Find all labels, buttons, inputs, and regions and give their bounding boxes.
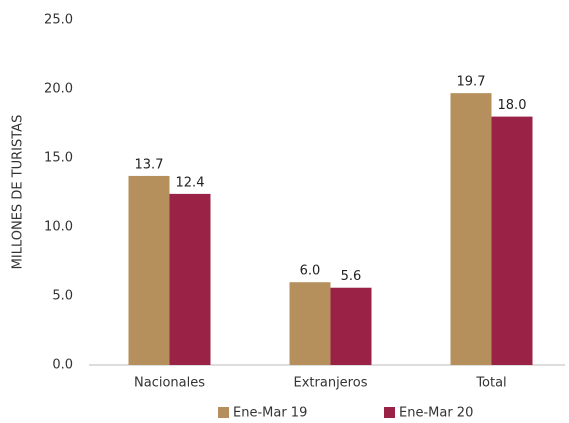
value-label: 19.7 bbox=[457, 75, 486, 90]
y-axis-label: MILLONES DE TURISTAS bbox=[11, 115, 26, 270]
value-label: 13.7 bbox=[135, 157, 164, 172]
value-label: 12.4 bbox=[176, 175, 205, 190]
y-tick-label: 10.0 bbox=[44, 220, 73, 235]
y-tick-label: 15.0 bbox=[44, 151, 73, 166]
value-label: 5.6 bbox=[341, 269, 362, 284]
legend-swatch bbox=[218, 407, 229, 418]
bar bbox=[450, 93, 492, 365]
value-label: 18.0 bbox=[498, 98, 527, 113]
x-tick-label: Nacionales bbox=[134, 376, 205, 391]
bar bbox=[289, 282, 331, 365]
x-tick-label: Extranjeros bbox=[294, 376, 368, 391]
legend-label: Ene-Mar 20 bbox=[399, 406, 473, 421]
legend-swatch bbox=[384, 407, 395, 418]
y-tick-label: 5.0 bbox=[52, 289, 73, 304]
bar bbox=[330, 287, 372, 365]
legend-label: Ene-Mar 19 bbox=[233, 406, 307, 421]
bar bbox=[169, 193, 211, 365]
x-tick-label: Total bbox=[475, 376, 506, 391]
value-label: 6.0 bbox=[300, 264, 321, 279]
y-tick-label: 0.0 bbox=[52, 358, 73, 373]
y-tick-label: 20.0 bbox=[44, 82, 73, 97]
bar bbox=[128, 175, 170, 365]
bar bbox=[491, 116, 533, 365]
y-tick-label: 25.0 bbox=[44, 13, 73, 28]
